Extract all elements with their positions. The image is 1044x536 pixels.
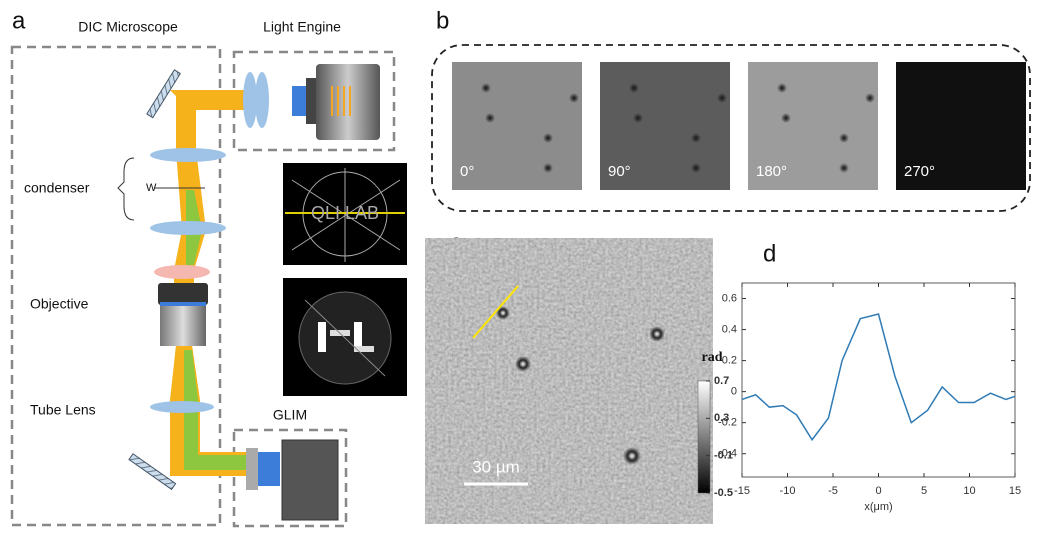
glim-label: GLIM: [273, 407, 307, 423]
mirror: [129, 454, 176, 490]
plot-area: [742, 283, 1015, 477]
x-tick-label: -15: [734, 485, 750, 497]
bead: [925, 83, 935, 93]
fourier-image: [299, 292, 391, 384]
x-tick-label: 15: [1009, 485, 1021, 497]
bead: [485, 113, 495, 123]
colorbar-tick-label: -0.5: [714, 487, 733, 499]
panel-label: b: [436, 7, 449, 34]
lens: [150, 401, 214, 413]
bead: [865, 93, 875, 103]
sample: [154, 265, 210, 279]
slm: [246, 448, 258, 490]
x-tick-label: -5: [828, 485, 838, 497]
y-tick-label: 0.2: [722, 355, 737, 367]
objective-label: Objective: [30, 296, 89, 312]
bead: [839, 133, 849, 143]
lens: [243, 72, 257, 128]
bead: [543, 133, 553, 143]
y-tick-label: 0.4: [722, 323, 737, 335]
colorbar-tick-label: 0.7: [714, 375, 729, 387]
bead: [717, 93, 727, 103]
camera: [258, 452, 280, 486]
bead: [691, 163, 701, 173]
camera: [282, 440, 338, 520]
objective: [160, 302, 206, 306]
y-tick-label: 0.6: [722, 292, 737, 304]
condenser-label: condenser: [24, 180, 90, 196]
light-source: [316, 64, 380, 140]
heading: Light Engine: [263, 19, 341, 35]
bead: [629, 83, 639, 93]
bead: [481, 83, 491, 93]
objective: [158, 283, 208, 305]
y-tick-label: -0.2: [718, 417, 737, 429]
y-tick-label: 0: [731, 386, 737, 398]
bead: [777, 83, 787, 93]
x-tick-label: 0: [875, 485, 881, 497]
angle-label: 0°: [460, 163, 474, 180]
line-chart: -0.4 -0.2 0 0.2 0.4 0.6 -15 -10 -5 0 5 10 15 x(μm): [718, 283, 1021, 513]
bead: [987, 133, 997, 143]
x-tick-label: -10: [780, 485, 796, 497]
lens: [150, 221, 226, 235]
scale-bar-label: 30 µm: [472, 457, 520, 476]
page: a DIC Microscope Light Engine W condense…: [0, 0, 1044, 536]
image-row: 0° 90° 180° 270°: [452, 62, 1026, 190]
bead: [569, 93, 579, 103]
x-axis-label: x(μm): [864, 501, 892, 513]
bead: [987, 163, 997, 173]
bead: [691, 133, 701, 143]
lens: [255, 72, 269, 128]
bead: [839, 163, 849, 173]
angle-label: 90°: [608, 163, 631, 180]
angle-label: 180°: [756, 163, 787, 180]
x-tick-label: 5: [921, 485, 927, 497]
objective: [160, 306, 206, 346]
bead: [929, 113, 939, 123]
light-source: [306, 78, 316, 124]
logo: QLI LAB: [311, 203, 379, 223]
bead: [633, 113, 643, 123]
brace: [118, 158, 134, 220]
tube-lens-label: Tube Lens: [30, 402, 96, 418]
bead: [781, 113, 791, 123]
bead: [543, 163, 553, 173]
heading: DIC Microscope: [78, 19, 178, 35]
x-tick-label: 10: [963, 485, 975, 497]
colorbar-title: rad: [702, 350, 723, 365]
angle-label: 270°: [904, 163, 935, 180]
colorbar: [698, 381, 710, 493]
panel-label: a: [12, 7, 26, 34]
panel-label: d: [763, 240, 776, 267]
panel-label: c: [450, 229, 462, 256]
figure: a DIC Microscope Light Engine W condense…: [0, 0, 1044, 531]
lens: [150, 148, 226, 162]
bead: [1013, 93, 1023, 103]
w-label: W: [146, 182, 157, 194]
light-source: [292, 86, 306, 116]
y-tick-label: -0.4: [718, 448, 737, 460]
